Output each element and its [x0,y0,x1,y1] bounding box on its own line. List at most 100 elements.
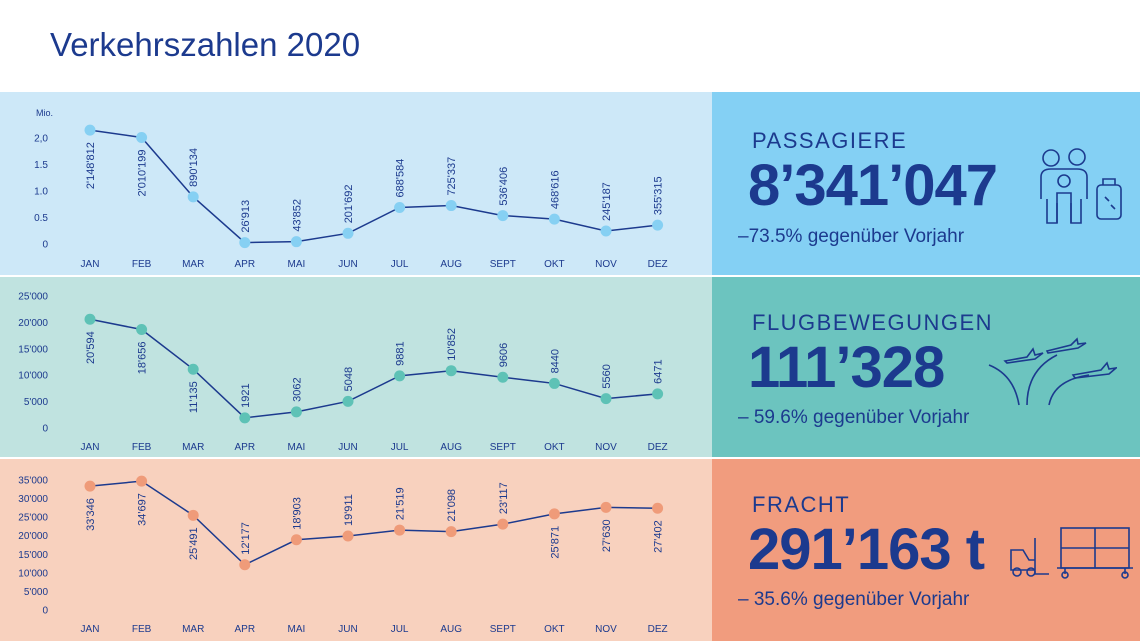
data-point [652,388,664,400]
data-point [239,559,251,571]
kpi-value: 111’328 [748,335,945,400]
x-tick-label: OKT [544,624,565,635]
kpi-delta: – 59.6% gegenüber Vorjahr [738,407,970,428]
cargo-row: 0 5'000 10'000 15'000 20'000 25'000 30'000 35'0… [0,459,1140,641]
x-tick-label: JAN [81,624,100,635]
data-label: 8440 [549,349,561,373]
data-point [187,363,199,375]
x-tick-label: JUN [338,624,357,635]
y-tick-label: 10'000 [18,568,48,579]
cargo-kpi: FRACHT 291’163 t – 35.6% gegenüber Vorja… [712,459,1140,641]
data-point [497,518,509,530]
x-tick-label: SEPT [490,259,516,270]
data-label: 11'135 [188,381,200,413]
data-label: 12'177 [240,522,252,555]
airplanes-icon [988,337,1117,406]
x-tick-label: MAR [182,624,204,635]
data-label: 34'697 [137,493,149,526]
data-point [187,191,199,203]
y-tick-label: 25'000 [18,513,48,524]
data-point [342,227,354,239]
x-tick-label: FEB [132,442,152,453]
y-tick-label: 10'000 [18,371,48,382]
y-tick-label: 20'000 [18,531,48,542]
kpi-value: 8’341’047 [748,153,998,218]
data-point [342,395,354,407]
x-tick-label: MAI [288,442,306,453]
x-tick-label: MAI [288,624,306,635]
data-label: 43'852 [291,199,303,232]
y-tick-label: 35'000 [18,476,48,487]
kpi-value: 291’163 t [748,517,985,582]
y-tick-label: 30'000 [18,494,48,505]
y-tick-label: 2,0 [34,134,48,145]
family-luggage-icon [1040,148,1122,224]
data-label: 6471 [653,359,665,383]
data-label: 9606 [498,343,510,367]
data-point [84,313,96,325]
y-tick-label: 0 [42,606,48,617]
x-tick-label: AUG [440,259,462,270]
page-title: Verkehrszahlen 2020 [50,26,361,63]
data-point [394,370,406,382]
data-label: 25'491 [188,527,200,560]
data-point [548,508,560,520]
data-point [497,210,509,222]
data-point [445,526,457,538]
x-tick-label: OKT [544,259,565,270]
data-label: 2'010'199 [137,149,149,196]
flights-kpi: FLUGBEWEGUNGEN 111’328 – 59.6% gegenüber… [712,277,1140,457]
forklift-cargo-icon [1010,527,1133,579]
y-axis-unit: Mio. [36,108,53,118]
kpi-label: PASSAGIERE [752,128,908,153]
data-label: 33'346 [85,498,97,531]
x-tick-label: JAN [81,259,100,270]
x-tick-label: MAI [288,259,306,270]
passengers-kpi: PASSAGIERE 8’341’047 –73.5% gegenüber Vo… [712,92,1140,275]
x-tick-label: FEB [132,259,152,270]
data-label: 9881 [395,341,407,365]
x-tick-label: DEZ [648,259,668,270]
x-tick-label: SEPT [490,624,516,635]
kpi-delta: – 35.6% gegenüber Vorjahr [738,589,970,610]
data-point [445,200,457,212]
data-label: 25'871 [549,526,561,559]
data-label: 1921 [240,383,252,407]
data-point [394,524,406,536]
data-point [84,480,96,492]
data-label: 3062 [291,377,303,401]
passengers-chart: Mio. 0 0.5 1.0 1.5 2,0 JAN FEB MAR APR MAI JUN JUL AU… [0,92,712,275]
data-point [290,406,302,418]
x-tick-label: JUN [338,259,357,270]
x-tick-label: FEB [132,624,152,635]
y-tick-label: 15'000 [18,550,48,561]
data-label: 21'519 [395,487,407,520]
data-point [548,213,560,225]
x-tick-label: AUG [440,442,462,453]
x-tick-label: DEZ [648,442,668,453]
data-point [548,377,560,389]
data-label: 890'134 [188,148,200,187]
flights-chart: 0 5'000 10'000 15'000 20'000 25'000 JAN FEB MAR A… [0,277,712,457]
data-point [136,323,148,335]
data-point [652,219,664,231]
y-tick-label: 25'000 [18,292,48,303]
y-tick-label: 5'000 [24,397,49,408]
data-point [136,131,148,143]
data-label: 201'692 [343,184,355,223]
kpi-label: FLUGBEWEGUNGEN [752,310,994,335]
data-label: 2'148'812 [85,142,97,189]
x-tick-label: DEZ [648,624,668,635]
y-tick-label: 0 [42,424,48,435]
data-label: 245'187 [601,182,613,221]
data-point [239,237,251,249]
cargo-chart: 0 5'000 10'000 15'000 20'000 25'000 30'000 35'0… [0,459,712,641]
series-line [89,129,658,244]
data-label: 21'098 [446,489,458,522]
data-label: 19'911 [343,494,355,526]
data-point [239,412,251,424]
data-point [497,371,509,383]
data-label: 26'913 [240,200,252,233]
x-tick-label: OKT [544,442,565,453]
data-label: 27'402 [653,520,665,553]
